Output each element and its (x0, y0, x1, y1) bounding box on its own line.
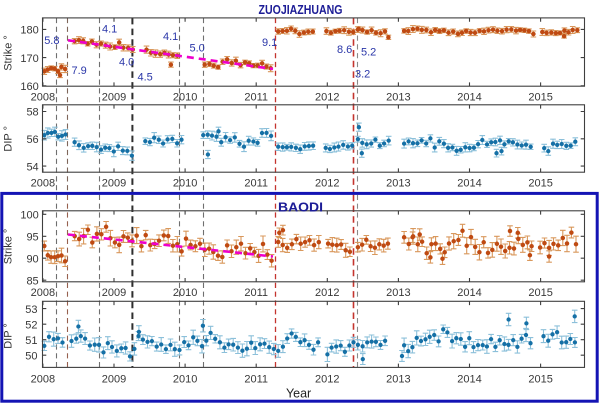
svg-text:2008: 2008 (31, 287, 55, 299)
svg-text:Year: Year (286, 387, 311, 401)
svg-text:2010: 2010 (173, 373, 197, 385)
svg-text:2009: 2009 (102, 287, 126, 299)
svg-text:2008: 2008 (31, 373, 55, 385)
svg-text:85: 85 (26, 275, 38, 287)
svg-text:2009: 2009 (102, 178, 126, 190)
svg-text:2015: 2015 (528, 91, 552, 103)
svg-text:3.2: 3.2 (355, 69, 370, 81)
svg-text:2013: 2013 (386, 287, 410, 299)
svg-text:9.1: 9.1 (262, 37, 277, 49)
svg-text:2014: 2014 (457, 178, 481, 190)
svg-text:4.1: 4.1 (102, 23, 117, 35)
svg-text:5.2: 5.2 (361, 47, 376, 59)
svg-text:2012: 2012 (315, 91, 339, 103)
svg-text:56: 56 (26, 134, 38, 146)
svg-text:2012: 2012 (315, 178, 339, 190)
svg-text:2011: 2011 (244, 178, 268, 190)
svg-text:2010: 2010 (173, 178, 197, 190)
svg-text:2013: 2013 (386, 178, 410, 190)
svg-text:8.6: 8.6 (337, 44, 352, 56)
svg-text:2011: 2011 (244, 91, 268, 103)
svg-text:2010: 2010 (173, 91, 197, 103)
svg-text:DIP °: DIP ° (3, 126, 15, 152)
svg-text:50: 50 (25, 350, 37, 362)
svg-text:90: 90 (26, 253, 38, 265)
svg-text:51: 51 (25, 335, 37, 347)
svg-text:2010: 2010 (173, 287, 197, 299)
svg-text:2015: 2015 (528, 178, 552, 190)
svg-text:4.0: 4.0 (119, 56, 134, 68)
svg-text:4.5: 4.5 (138, 71, 153, 83)
svg-text:5.8: 5.8 (44, 35, 59, 47)
svg-text:2008: 2008 (31, 178, 55, 190)
svg-text:BAODI: BAODI (278, 200, 323, 215)
svg-text:170: 170 (20, 53, 38, 65)
svg-text:54: 54 (26, 161, 38, 173)
svg-text:DIP °: DIP ° (3, 323, 15, 349)
svg-text:5.0: 5.0 (190, 43, 205, 55)
svg-text:2014: 2014 (457, 287, 481, 299)
svg-text:2013: 2013 (386, 373, 410, 385)
svg-text:2011: 2011 (244, 287, 268, 299)
svg-text:4.1: 4.1 (163, 31, 178, 43)
svg-text:2012: 2012 (315, 287, 339, 299)
svg-text:160: 160 (20, 81, 38, 93)
svg-text:Strike °: Strike ° (3, 229, 15, 265)
svg-text:2014: 2014 (457, 373, 481, 385)
svg-text:2008: 2008 (31, 91, 55, 103)
svg-text:95: 95 (26, 232, 38, 244)
svg-text:2015: 2015 (528, 287, 552, 299)
svg-text:ZUOJIAZHUANG: ZUOJIAZHUANG (259, 2, 343, 17)
svg-text:58: 58 (26, 107, 38, 119)
svg-text:2015: 2015 (528, 373, 552, 385)
svg-text:53: 53 (25, 304, 37, 316)
svg-text:2013: 2013 (386, 91, 410, 103)
svg-text:2009: 2009 (102, 91, 126, 103)
svg-text:7.9: 7.9 (72, 65, 87, 77)
svg-text:Strike °: Strike ° (3, 35, 15, 71)
svg-text:2011: 2011 (244, 373, 268, 385)
svg-text:52: 52 (25, 319, 37, 331)
svg-text:180: 180 (20, 25, 38, 37)
svg-text:2009: 2009 (102, 373, 126, 385)
svg-text:2014: 2014 (457, 91, 481, 103)
svg-text:100: 100 (20, 210, 38, 222)
svg-text:2012: 2012 (315, 373, 339, 385)
